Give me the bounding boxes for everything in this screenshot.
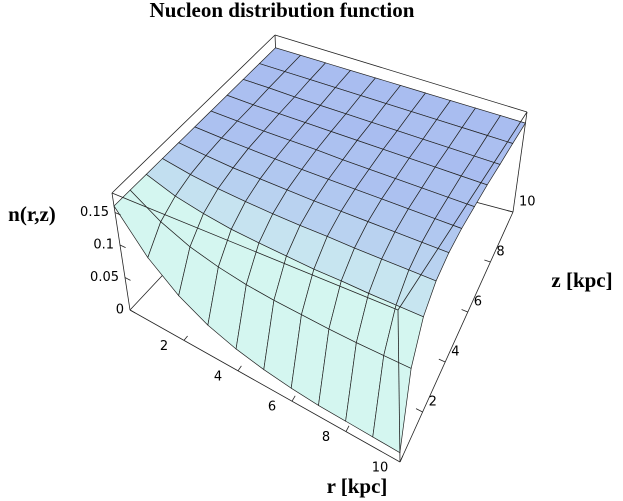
y-tick-label: 2 <box>429 395 437 410</box>
x-tick <box>399 455 404 463</box>
y-tick <box>507 210 514 213</box>
y-tick-label: 4 <box>451 345 459 360</box>
x-tick <box>291 395 296 402</box>
x-tick <box>237 365 242 372</box>
x-tick <box>183 335 188 341</box>
box-edge <box>274 34 528 113</box>
y-tick <box>461 309 468 313</box>
z-tick-label: 0.1 <box>93 238 114 253</box>
z-axis-label: n(r,z) <box>8 202 56 226</box>
y-axis-label: z [kpc] <box>551 268 612 292</box>
y-tick <box>484 259 491 263</box>
box-edge <box>397 111 528 311</box>
box-edge <box>111 192 399 311</box>
box-edge <box>512 111 528 213</box>
z-tick <box>129 309 136 314</box>
y-tick <box>415 408 423 413</box>
y-tick <box>438 358 446 363</box>
chart-title: Nucleon distribution function <box>150 0 415 22</box>
y-tick-label: 8 <box>496 245 504 260</box>
z-tick <box>119 244 126 249</box>
box-edge <box>397 309 401 463</box>
x-tick-label: 2 <box>160 339 168 354</box>
x-tick-label: 6 <box>268 400 276 415</box>
x-tick-label: 10 <box>372 461 389 476</box>
box-edge <box>129 309 401 463</box>
surface-patch <box>372 355 412 454</box>
x-tick-label: 8 <box>322 430 330 445</box>
y-tick-label: 10 <box>519 195 536 210</box>
y-tick-label: 6 <box>474 295 482 310</box>
box-edge <box>399 211 514 463</box>
x-axis-label: r [kpc] <box>327 474 388 498</box>
z-tick-label: 0 <box>116 303 124 318</box>
x-tick <box>345 425 350 432</box>
z-tick-label: 0.05 <box>90 270 119 285</box>
z-tick <box>124 277 131 281</box>
z-tick-label: 0.15 <box>80 205 109 220</box>
x-tick-label: 4 <box>214 369 222 384</box>
box-edge <box>111 34 276 194</box>
z-tick <box>114 212 121 216</box>
